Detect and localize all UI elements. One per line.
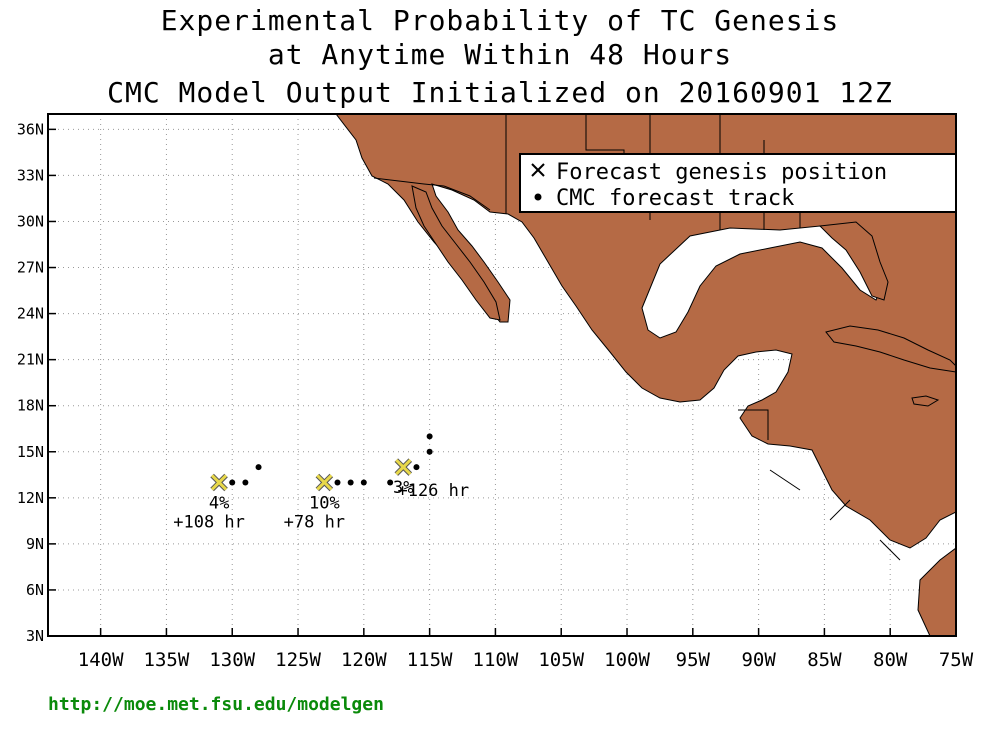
lat-tick-label: 9N [26,535,44,553]
lat-tick-label: 3N [26,627,44,645]
lat-tick-label: 24N [17,305,44,323]
legend: Forecast genesis position CMC forecast t… [519,153,957,213]
genesis-lead-time: +126 hr [397,481,469,501]
lon-tick-label: 110W [473,649,519,671]
legend-box [519,153,957,213]
track-point [413,464,420,471]
lat-tick-label: 6N [26,581,44,599]
track-point [334,479,341,486]
genesis-probability: 3% [393,478,413,498]
lon-tick-label: 75W [939,649,974,671]
land-florida [818,221,889,301]
genesis-lead-time: +108 hr [173,512,245,532]
track-point [426,433,433,440]
tc-system-3: 3%+126 hr [387,433,469,501]
track-point [242,479,249,486]
track-point [387,479,394,486]
plot-frame [47,113,957,637]
lat-tick-label: 27N [17,259,44,277]
lon-tick-label: 140W [78,649,124,671]
track-point [426,448,433,455]
tc-system-2: 10%+78 hr [284,473,367,532]
lat-tick-label: 15N [17,443,44,461]
legend-track-label: CMC forecast track [556,186,794,211]
lon-tick-label: 135W [144,649,190,671]
genesis-x-marker [315,473,334,492]
lon-tick-label: 130W [209,649,255,671]
track-point [347,479,354,486]
track-point [255,464,262,471]
track-point [229,479,236,486]
title-line-3: CMC Model Output Initialized on 20160901… [107,76,893,109]
lat-tick-label: 18N [17,397,44,415]
land-cuba [825,325,956,373]
land-south-america [917,547,956,636]
lon-tick-label: 115W [407,649,453,671]
tc-systems: 4%+108 hr 10%+78 hr 3%+126 hr [173,433,469,532]
genesis-x-marker [394,458,413,476]
genesis-probability: 10% [309,493,340,513]
source-url[interactable]: http://moe.met.fsu.edu/modelgen [48,694,384,715]
lat-tick-label: 33N [17,166,44,184]
tc-system-1: 4%+108 hr [173,464,262,532]
lon-tick-label: 125W [275,649,321,671]
lon-tick-label: 120W [341,649,387,671]
gulf-of-mexico [641,225,881,339]
lat-tick-label: 36N [17,120,44,138]
axis-ticks: 140W 135W 130W 125W 120W 115W 110W 105W 100W 95W 9… [17,120,974,671]
land-baja-california [411,185,501,321]
lon-tick-label: 95W [676,649,711,671]
land-masses [335,114,956,636]
lat-tick-label: 30N [17,212,44,230]
lon-tick-label: 90W [741,649,776,671]
legend-dot-icon [534,193,542,201]
genesis-lead-time: +78 hr [284,512,345,532]
land-jamaica [911,395,940,407]
lon-tick-label: 100W [604,649,650,671]
genesis-x-marker [210,473,228,492]
lat-tick-label: 21N [17,351,44,369]
lon-tick-label: 80W [873,649,908,671]
genesis-probability: 4% [209,493,229,513]
lon-tick-label: 105W [538,649,584,671]
title-line-2: at Anytime Within 48 Hours [267,38,733,71]
title-line-1: Experimental Probability of TC Genesis [160,4,840,37]
track-point [360,479,367,486]
lon-tick-label: 85W [807,649,842,671]
legend-x-icon [531,163,545,177]
lat-tick-label: 12N [17,489,44,507]
legend-genesis-label: Forecast genesis position [556,160,887,185]
